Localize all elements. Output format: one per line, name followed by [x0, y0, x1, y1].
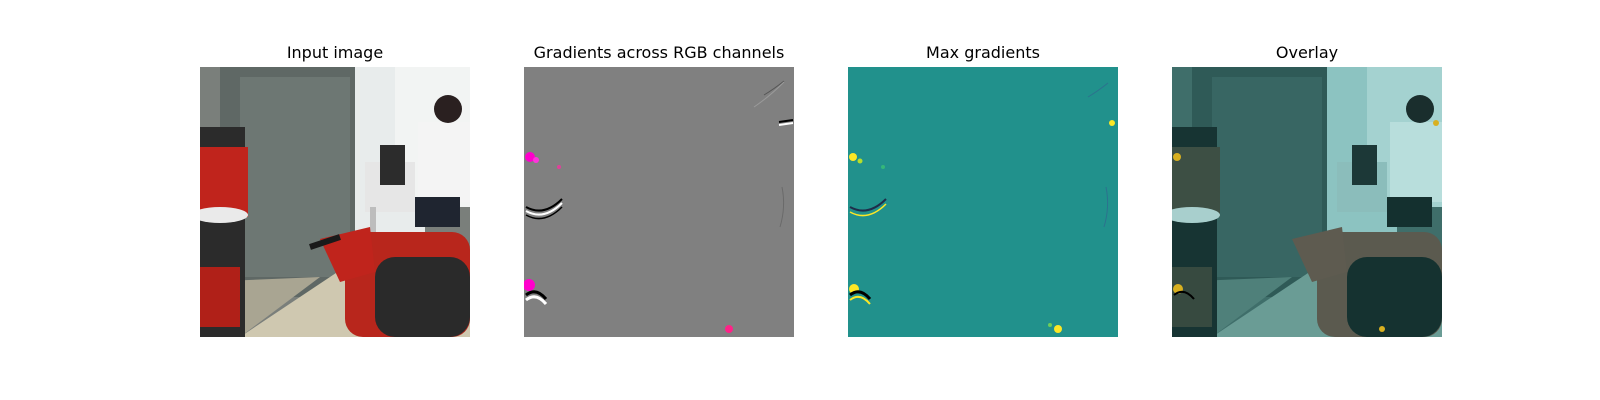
overlay-scene — [1172, 67, 1442, 337]
panel-title-max-gradients: Max gradients — [926, 43, 1040, 62]
panel-input-image: Input image — [200, 0, 470, 400]
panel-title-gradients-rgb: Gradients across RGB channels — [533, 43, 785, 62]
panel-gradients-rgb: Gradients across RGB channels — [524, 0, 794, 400]
panel-overlay: Overlay — [1172, 0, 1442, 400]
gradients-rgb-image — [524, 67, 794, 337]
max-gradients-image — [848, 67, 1118, 337]
panel-title-input-image: Input image — [286, 43, 384, 62]
overlay-image — [1172, 67, 1442, 337]
panel-title-overlay: Overlay — [1275, 43, 1339, 62]
max-gradients-map — [848, 67, 1118, 337]
input-image — [200, 67, 470, 337]
input-image-scene — [200, 67, 470, 337]
panel-max-gradients: Max gradients — [848, 0, 1118, 400]
gradients-rgb-map — [524, 67, 794, 337]
